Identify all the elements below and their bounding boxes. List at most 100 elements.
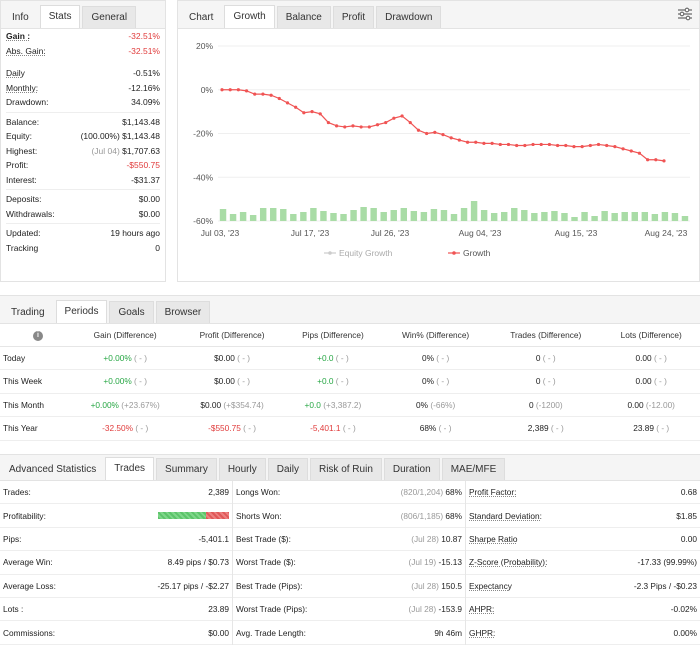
periods-col-header-pips-difference: Pips (Difference) (283, 324, 383, 347)
adv-row-pips: Pips: -5,401.1 (0, 528, 232, 552)
period-difference: ( - ) (436, 423, 452, 434)
volume-bar (571, 217, 578, 221)
period-difference: (+23.67%) (118, 399, 160, 410)
adv-label[interactable]: GHPR: (469, 627, 496, 638)
adv-label[interactable]: Standard Deviation: (469, 510, 542, 521)
volume-bar (480, 210, 488, 221)
adv-row-average-win: Average Win: 8.49 pips / $0.73 (0, 551, 232, 575)
period-cell: 0 (-1200) (489, 393, 603, 417)
tab-mae-mfe[interactable]: MAE/MFE (441, 458, 506, 480)
period-label: This Week (0, 369, 70, 394)
growth-point (343, 125, 347, 129)
adv-value-note: (Jul 28) (411, 580, 442, 591)
period-difference: ( - ) (131, 376, 147, 387)
adv-label: Worst Trade ($): (236, 557, 296, 568)
adv-label: Profitability: (3, 510, 46, 521)
tab-drawdown[interactable]: Drawdown (376, 6, 442, 28)
adv-row-average-loss: Average Loss: -25.17 pips / -$2.27 (0, 575, 232, 598)
volume-bar (611, 213, 618, 221)
adv-value: 0.00% (673, 628, 697, 638)
volume-bar (490, 213, 498, 221)
growth-point (416, 128, 421, 132)
growth-point (457, 138, 461, 142)
stat-row-deposits: Deposits: $0.00 (6, 192, 160, 207)
tab-trading[interactable]: Trading (11, 307, 45, 318)
stat-value-number: $1,143.48 (122, 131, 160, 142)
stat-row-updated: Updated: 19 hours ago (6, 226, 160, 241)
tab-info[interactable]: Info (12, 12, 29, 23)
period-value: +0.00% (103, 376, 132, 387)
chart-panel: Chart Growth Balance Profit Drawdown 20%… (177, 0, 700, 282)
adv-label[interactable]: Z-Score (Probability): (469, 557, 548, 568)
tab-duration[interactable]: Duration (383, 458, 440, 480)
tab-growth[interactable]: Growth (224, 5, 275, 28)
adv-label[interactable]: AHPR: (469, 604, 495, 615)
tab-stats[interactable]: Stats (39, 5, 81, 28)
period-value: $0.00 (214, 352, 235, 363)
adv-value-number: 2,389 (208, 487, 229, 498)
volume-bar (350, 210, 357, 221)
stat-row-balance: Balance: $1,143.48 (6, 115, 160, 130)
period-value: 0.00 (627, 399, 644, 410)
growth-point (294, 105, 298, 109)
volume-bar (581, 212, 588, 221)
info-tabbar: Info Stats General (1, 1, 165, 29)
period-value: +0.0 (317, 376, 334, 387)
tab-profit[interactable]: Profit (332, 6, 375, 28)
advanced-statistics-panel: Advanced Statistics Trades Summary Hourly D… (0, 454, 700, 645)
tab-chart[interactable]: Chart (189, 12, 214, 23)
growth-point (646, 158, 650, 162)
volume-bar (330, 213, 337, 221)
stat-row-gain: Gain : -32.51% (6, 29, 160, 44)
tab-balance[interactable]: Balance (276, 6, 331, 28)
tab-trades[interactable]: Trades (105, 457, 155, 480)
growth-point (359, 125, 363, 129)
growth-series-line (222, 89, 665, 162)
adv-value: (820/1,204) 68% (401, 487, 462, 497)
stat-value-number: $0.00 (138, 208, 160, 219)
sliders-icon[interactable] (677, 7, 693, 21)
growth-chart: 20% 0% -20% -40% -60% Jul 03, '23 Jul 17, '23 J… (193, 41, 690, 258)
legend-growth[interactable]: Growth (463, 248, 491, 258)
tab-periods[interactable]: Periods (55, 300, 108, 323)
tab-risk-of-ruin[interactable]: Risk of Ruin (309, 458, 382, 480)
adv-row-commissions: Commissions: $0.00 (0, 621, 232, 645)
period-difference: ( - ) (240, 423, 257, 434)
adv-value-number: -17.33 (99.99%) (637, 557, 698, 568)
period-value: 0.00 (635, 376, 652, 387)
volume-bar (360, 207, 367, 221)
volume-bar (280, 209, 287, 221)
stat-label: Balance: (6, 116, 40, 127)
adv-value: -0.02% (671, 604, 697, 614)
adv-label[interactable]: Sharpe Ratio (469, 533, 518, 544)
stat-label: Interest: (6, 174, 37, 185)
tab-hourly[interactable]: Hourly (218, 458, 266, 480)
volume-bar (671, 213, 679, 221)
adv-label[interactable]: Profit Factor: (469, 487, 517, 498)
adv-label[interactable]: Expectancy (469, 580, 512, 591)
stat-row-drawdown: Drawdown: 34.09% (6, 95, 160, 110)
period-value: +0.0 (304, 399, 321, 410)
spacer (6, 58, 160, 66)
growth-point (384, 120, 388, 125)
tab-daily[interactable]: Daily (267, 458, 308, 480)
tab-summary[interactable]: Summary (156, 458, 217, 480)
growth-point (523, 143, 527, 148)
tab-general[interactable]: General (82, 6, 137, 28)
adv-row-profit-factor: Profit Factor: 0.68 (466, 481, 700, 505)
profitability-lost (206, 512, 229, 520)
adv-value: -17.33 (99.99%) (638, 557, 698, 567)
info-circle-icon[interactable]: i (33, 330, 43, 341)
period-row-this-year: This Year -32.50% ( - ) -$550.75 ( - ) -5,4… (0, 416, 700, 441)
period-difference: ( - ) (234, 352, 251, 363)
tab-browser[interactable]: Browser (155, 301, 211, 323)
legend-equity-growth[interactable]: Equity Growth (339, 248, 393, 258)
adv-label: Shorts Won: (236, 510, 282, 521)
volume-bar (300, 212, 307, 221)
period-cell: 23.89 ( - ) (602, 416, 700, 441)
stat-label: Deposits: (6, 194, 42, 205)
adv-value: (Jul 28) -153.9 (408, 604, 462, 614)
growth-point (482, 141, 486, 145)
stat-row-tracking: Tracking 0 (6, 241, 160, 256)
tab-goals[interactable]: Goals (109, 301, 154, 323)
